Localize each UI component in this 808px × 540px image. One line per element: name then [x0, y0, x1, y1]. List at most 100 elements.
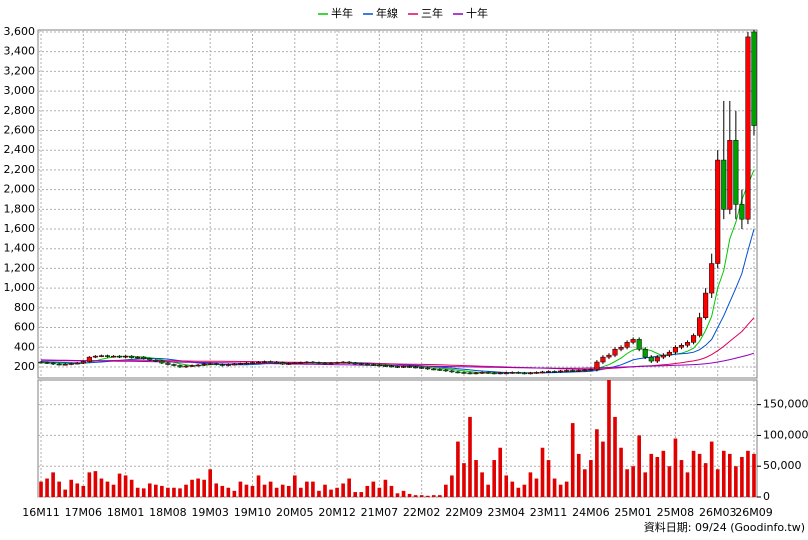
- candle-body: [159, 360, 165, 364]
- candle-body: [129, 355, 135, 358]
- candle-body: [304, 361, 310, 364]
- volume-bar: [576, 453, 581, 497]
- x-tick-label: 22M02: [403, 506, 441, 519]
- candle-body: [328, 362, 334, 365]
- candle-body: [268, 361, 274, 363]
- volume-bar: [238, 481, 243, 497]
- candle-body: [292, 362, 298, 365]
- volume-bar: [661, 450, 666, 497]
- volume-bar: [63, 489, 68, 497]
- volume-bar: [292, 475, 297, 497]
- volume-bar: [540, 447, 545, 497]
- volume-bar: [510, 481, 515, 497]
- volume-bar: [727, 453, 732, 497]
- candle-body: [407, 366, 413, 368]
- candle-body: [612, 348, 618, 356]
- x-tick-label: 26M09: [735, 506, 773, 519]
- x-tick-label: 17M06: [65, 506, 103, 519]
- candle-body: [352, 362, 358, 365]
- volume-bar: [407, 493, 412, 497]
- volume-bar: [673, 438, 678, 497]
- candle-body: [382, 365, 388, 367]
- volume-bar: [39, 481, 43, 497]
- candle-body: [660, 354, 666, 358]
- volume-bar: [172, 487, 176, 497]
- volume-bar: [437, 495, 442, 497]
- volume-bar: [323, 484, 327, 497]
- volume-bar: [401, 490, 406, 497]
- candle-body: [274, 361, 280, 364]
- candle-body: [564, 370, 570, 372]
- candle-body: [582, 369, 588, 372]
- volume-bar: [546, 460, 551, 497]
- volume-bar: [341, 483, 345, 497]
- y-tick-label: 3,000: [4, 84, 36, 97]
- volume-bar: [582, 469, 587, 497]
- volume-bar: [202, 479, 206, 497]
- volume-bar: [190, 479, 194, 497]
- candle-body: [249, 362, 256, 364]
- candle-body: [394, 366, 401, 368]
- x-tick-label: 25M08: [657, 506, 695, 519]
- candle-body: [678, 345, 685, 348]
- candle-body: [231, 363, 237, 366]
- y-tick-label: 1,600: [4, 222, 36, 235]
- volume-bar: [462, 463, 466, 497]
- candle-body: [709, 263, 715, 294]
- candle-body: [243, 362, 249, 365]
- volume-bar: [250, 485, 255, 497]
- candle-body: [141, 356, 147, 359]
- legend-label: 半年: [331, 6, 353, 20]
- legend-label: 十年: [466, 6, 488, 20]
- volume-bar: [383, 479, 388, 497]
- candle-body: [721, 159, 727, 210]
- y-tick-label: 2,400: [4, 143, 36, 156]
- volume-bar: [746, 450, 750, 497]
- volume-bar: [45, 478, 49, 497]
- volume-bar: [69, 479, 74, 497]
- candle-body: [316, 362, 322, 364]
- candle-body: [86, 356, 92, 362]
- volume-bar: [220, 485, 225, 497]
- y-tick-label: 1,400: [4, 242, 36, 255]
- y2-tick-label: 100,000: [763, 428, 808, 441]
- candle-body: [594, 361, 600, 370]
- volume-bar: [570, 423, 575, 497]
- y2-tick-label: 150,000: [763, 398, 808, 411]
- x-tick-label: 20M05: [276, 506, 314, 519]
- candle-body: [171, 364, 177, 366]
- y-tick-label: 3,200: [4, 64, 36, 77]
- candle-body: [388, 365, 395, 368]
- candle-body: [255, 361, 262, 364]
- volume-bar: [595, 429, 599, 497]
- candle-body: [135, 356, 141, 359]
- candle-body: [213, 363, 219, 365]
- candle-body: [727, 140, 733, 210]
- volume-bar: [528, 472, 533, 497]
- volume-bar: [480, 472, 484, 497]
- volume-bar: [256, 475, 261, 497]
- candle-body: [691, 335, 697, 343]
- volume-bar: [589, 460, 593, 497]
- y-tick-label: 1,800: [4, 202, 36, 215]
- candle-body: [443, 369, 449, 372]
- candle-body: [44, 362, 50, 364]
- volume-bar: [280, 484, 285, 497]
- volume-bar: [75, 483, 80, 497]
- x-tick-label: 21M07: [361, 506, 399, 519]
- volume-bar: [299, 487, 303, 497]
- volume-bar: [450, 475, 454, 497]
- source-note: 資料日期: 09/24 (Goodinfo.tw): [644, 520, 805, 534]
- y-tick-label: 2,800: [4, 104, 36, 117]
- y-tick-label: 1,200: [4, 261, 36, 274]
- volume-bar: [274, 487, 279, 497]
- candle-body: [684, 342, 691, 346]
- candle-body: [467, 372, 473, 375]
- y-tick-label: 600: [14, 321, 35, 334]
- volume-bar: [389, 485, 394, 497]
- candle-body: [189, 365, 195, 367]
- volume-bar: [371, 481, 376, 497]
- volume-bar: [655, 456, 660, 497]
- volume-bar: [347, 478, 351, 497]
- y2-tick-label: 0: [763, 490, 770, 503]
